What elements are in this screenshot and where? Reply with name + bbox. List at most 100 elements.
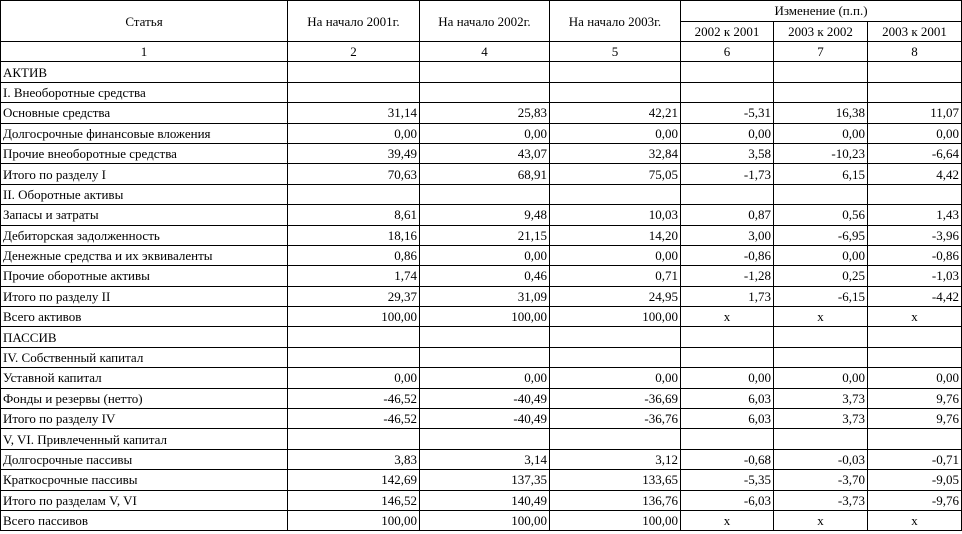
row-label: Дебиторская задолженность (0, 224, 288, 246)
value-cell: -6,15 (773, 285, 868, 308)
section-title: I. Внеоборотные средства (0, 81, 288, 104)
value-cell: -3,73 (773, 489, 868, 511)
value-cell: 0,87 (680, 204, 774, 226)
empty-cell (287, 81, 420, 104)
empty-cell (773, 81, 868, 104)
value-cell: 0,00 (287, 367, 420, 389)
value-cell: 42,21 (549, 102, 681, 124)
value-cell: 133,65 (549, 469, 681, 491)
section-header-row: ПАССИВ (0, 326, 962, 348)
value-cell: 3,83 (287, 448, 420, 471)
table-row: Денежные средства и их эквиваленты 0,86 0,… (0, 244, 962, 267)
header-change-group: Изменение (п.п.) (679, 0, 962, 22)
value-cell: -9,76 (866, 489, 962, 511)
value-cell: 0,00 (549, 122, 681, 144)
empty-cell (680, 428, 774, 450)
value-cell: -40,49 (419, 408, 550, 430)
header-article: Статья (0, 0, 288, 42)
column-index: 6 (680, 40, 774, 63)
value-cell: 29,37 (287, 285, 420, 308)
value-cell: 11,07 (866, 102, 962, 124)
value-cell: 100,00 (287, 306, 420, 328)
value-cell: 3,00 (680, 224, 774, 246)
table-header: Статья На начало 2001г. На начало 2002г.… (0, 0, 962, 63)
row-label: Всего активов (0, 306, 288, 328)
empty-cell (287, 428, 420, 450)
row-label: Денежные средства и их эквиваленты (0, 244, 288, 267)
value-cell: 6,03 (680, 387, 774, 410)
column-index: 8 (866, 40, 962, 63)
empty-cell (419, 326, 550, 348)
value-cell: 100,00 (419, 306, 550, 328)
row-label: Прочие внеоборотные средства (0, 142, 288, 165)
value-cell: -1,73 (680, 163, 774, 185)
value-cell: -6,95 (773, 224, 868, 246)
value-cell: 137,35 (419, 469, 550, 491)
value-cell: 0,71 (549, 265, 681, 287)
table-row: Прочие внеоборотные средства 39,49 43,07 32… (0, 142, 962, 165)
row-label: Всего пассивов (0, 509, 288, 532)
section-header-row: I. Внеоборотные средства (0, 81, 962, 104)
empty-cell (419, 183, 550, 206)
value-cell: 1,73 (680, 285, 774, 308)
value-cell: 0,86 (287, 244, 420, 267)
value-cell: -9,05 (866, 469, 962, 491)
column-index: 1 (0, 40, 288, 63)
row-label: Краткосрочные пассивы (0, 469, 288, 491)
table-row: Краткосрочные пассивы 142,69 137,35 133,65-… (0, 469, 962, 491)
row-label: Итого по разделу I (0, 163, 288, 185)
value-cell: 0,00 (866, 122, 962, 144)
value-cell: x (866, 306, 962, 328)
section-title: ПАССИВ (0, 326, 288, 348)
value-cell: 0,00 (549, 367, 681, 389)
empty-cell (549, 428, 681, 450)
value-cell: x (773, 509, 868, 532)
value-cell: 0,00 (287, 122, 420, 144)
value-cell: 0,00 (866, 367, 962, 389)
empty-cell (419, 346, 550, 369)
row-label: Уставной капитал (0, 367, 288, 389)
row-label: Итого по разделам V, VI (0, 489, 288, 511)
value-cell: x (680, 509, 774, 532)
empty-cell (680, 61, 774, 83)
empty-cell (287, 326, 420, 348)
value-cell: -46,52 (287, 387, 420, 410)
value-cell: x (680, 306, 774, 328)
value-cell: -6,03 (680, 489, 774, 511)
header-start-2002: На начало 2002г. (419, 0, 550, 42)
header-start-2003: На начало 2003г. (549, 0, 681, 42)
row-label: Итого по разделу IV (0, 408, 288, 430)
value-cell: 0,56 (773, 204, 868, 226)
value-cell: -1,28 (680, 265, 774, 287)
section-title: АКТИВ (0, 61, 288, 83)
value-cell: 100,00 (549, 306, 681, 328)
empty-cell (419, 428, 550, 450)
empty-cell (419, 81, 550, 104)
value-cell: -0,03 (773, 448, 868, 471)
value-cell: 21,15 (419, 224, 550, 246)
value-cell: 1,74 (287, 265, 420, 287)
value-cell: 9,48 (419, 204, 550, 226)
value-cell: -3,70 (773, 469, 868, 491)
value-cell: 31,14 (287, 102, 420, 124)
empty-cell (866, 61, 962, 83)
row-label: Прочие оборотные активы (0, 265, 288, 287)
value-cell: 24,95 (549, 285, 681, 308)
row-label: Основные средства (0, 102, 288, 124)
table-row: Основные средства 31,14 25,83 42,21 -5,31 16,… (0, 102, 962, 124)
value-cell: 10,03 (549, 204, 681, 226)
value-cell: 100,00 (287, 509, 420, 532)
value-cell: x (866, 509, 962, 532)
value-cell: 68,91 (419, 163, 550, 185)
row-label: Долгосрочные пассивы (0, 448, 288, 471)
value-cell: 0,00 (773, 122, 868, 144)
value-cell: 0,00 (773, 244, 868, 267)
empty-cell (549, 81, 681, 104)
value-cell: 136,76 (549, 489, 681, 511)
table-body: АКТИВ I. Внеоборотные средства Основные ср… (0, 61, 962, 532)
value-cell: 100,00 (419, 509, 550, 532)
value-cell: 3,73 (773, 408, 868, 430)
empty-cell (866, 81, 962, 104)
empty-cell (680, 183, 774, 206)
